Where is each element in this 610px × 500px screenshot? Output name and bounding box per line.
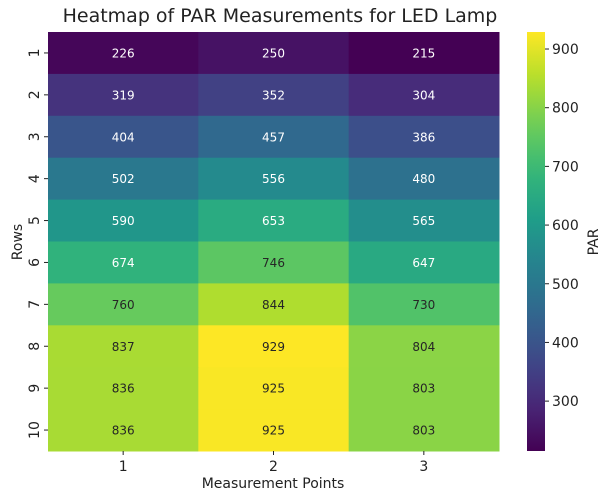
- cell-value-label: 730: [412, 298, 435, 312]
- colorbar-tick-label: 900: [552, 42, 579, 58]
- cell-value-label: 386: [412, 130, 435, 144]
- heatmap-cell: [198, 32, 350, 75]
- y-axis-ticks: 1 2 3 4 5 6 7 8 9 10: [27, 48, 48, 439]
- y-tick-label: 1: [27, 48, 43, 57]
- heatmap-cell: [48, 409, 199, 452]
- colorbar: [527, 32, 545, 451]
- y-tick-label: 2: [27, 90, 43, 99]
- cell-value-label: 674: [112, 256, 135, 270]
- cell-value-label: 837: [112, 340, 135, 354]
- x-axis-label: Measurement Points: [202, 476, 345, 492]
- cell-value-label: 929: [262, 340, 285, 354]
- x-tick-label: 2: [269, 459, 278, 475]
- heatmap-cell: [348, 73, 500, 117]
- heatmap-cell: [198, 409, 350, 452]
- cell-value-label: 304: [412, 88, 435, 102]
- cell-value-label: 844: [262, 298, 285, 312]
- y-tick-label: 6: [27, 258, 43, 267]
- heatmap-cell: [198, 157, 350, 201]
- cell-value-label: 925: [262, 424, 285, 438]
- cell-value-label: 653: [262, 214, 285, 228]
- cell-value-label: 215: [412, 46, 435, 60]
- heatmap-cell: [198, 115, 350, 159]
- heatmap-cell: [348, 115, 500, 159]
- heatmap-cell: [48, 32, 199, 75]
- colorbar-tick-label: 300: [552, 394, 579, 410]
- y-tick-label: 10: [27, 421, 43, 439]
- y-tick-label: 3: [27, 132, 43, 141]
- heatmap-cell: [198, 367, 350, 410]
- cell-value-label: 803: [412, 382, 435, 396]
- cell-value-label: 480: [412, 172, 435, 186]
- cell-value-label: 319: [112, 88, 135, 102]
- x-tick-label: 1: [119, 459, 128, 475]
- x-tick-label: 3: [419, 459, 428, 475]
- heatmap-cell: [198, 73, 350, 117]
- y-axis-label: Rows: [10, 224, 26, 260]
- cell-value-label: 457: [262, 130, 285, 144]
- cell-value-label: 760: [112, 298, 135, 312]
- x-axis-ticks: 1 2 3: [119, 451, 428, 475]
- heatmap-cell: [48, 115, 199, 159]
- colorbar-tick-label: 500: [552, 277, 579, 293]
- y-tick-label: 8: [27, 342, 43, 351]
- cell-value-label: 925: [262, 382, 285, 396]
- heatmap-cell: [48, 325, 199, 368]
- chart-title: Heatmap of PAR Measurements for LED Lamp: [63, 5, 498, 27]
- y-tick-label: 4: [27, 174, 43, 183]
- heatmap-cell: [348, 32, 500, 75]
- cell-value-label: 836: [112, 382, 135, 396]
- cell-value-label: 250: [262, 46, 285, 60]
- cell-value-label: 502: [112, 172, 135, 186]
- colorbar-tick-label: 800: [552, 101, 579, 117]
- heatmap-cell: [48, 73, 199, 117]
- cell-value-label: 556: [262, 172, 285, 186]
- heatmap-cells: [48, 32, 500, 452]
- heatmap-cell: [198, 283, 350, 326]
- heatmap-cell: [48, 241, 199, 284]
- heatmap-cell: [198, 241, 350, 284]
- cell-annotations: 226 250 215 319 352 304 404 457 386 502 556 480 590 6…: [112, 46, 436, 437]
- y-tick-label: 9: [27, 384, 43, 393]
- cell-value-label: 746: [262, 256, 285, 270]
- y-tick-label: 7: [27, 300, 43, 309]
- cell-value-label: 565: [412, 214, 435, 228]
- heatmap-cell: [348, 157, 500, 201]
- colorbar-tick-label: 600: [552, 218, 579, 234]
- heatmap-cell: [348, 283, 500, 326]
- colorbar-tick-label: 700: [552, 159, 579, 175]
- heatmap-cell: [348, 241, 500, 284]
- heatmap-cell: [348, 367, 500, 410]
- cell-value-label: 404: [112, 130, 135, 144]
- y-tick-label: 5: [27, 216, 43, 225]
- heatmap-cell: [48, 283, 199, 326]
- cell-value-label: 647: [412, 256, 435, 270]
- cell-value-label: 836: [112, 424, 135, 438]
- colorbar-tick-label: 400: [552, 335, 579, 351]
- colorbar-ticks: 300 400 500 600 700 800 900: [545, 42, 579, 410]
- heatmap-cell: [348, 325, 500, 368]
- cell-value-label: 590: [112, 214, 135, 228]
- heatmap-cell: [48, 157, 199, 201]
- heatmap-cell: [48, 367, 199, 410]
- cell-value-label: 352: [262, 88, 285, 102]
- colorbar-label: PAR: [586, 228, 602, 255]
- cell-value-label: 804: [412, 340, 435, 354]
- heatmap-cell: [198, 325, 350, 368]
- heatmap-cell: [348, 199, 500, 242]
- cell-value-label: 803: [412, 424, 435, 438]
- heatmap-cell: [348, 409, 500, 452]
- cell-value-label: 226: [112, 46, 135, 60]
- heatmap-cell: [48, 199, 199, 242]
- heatmap-cell: [198, 199, 350, 242]
